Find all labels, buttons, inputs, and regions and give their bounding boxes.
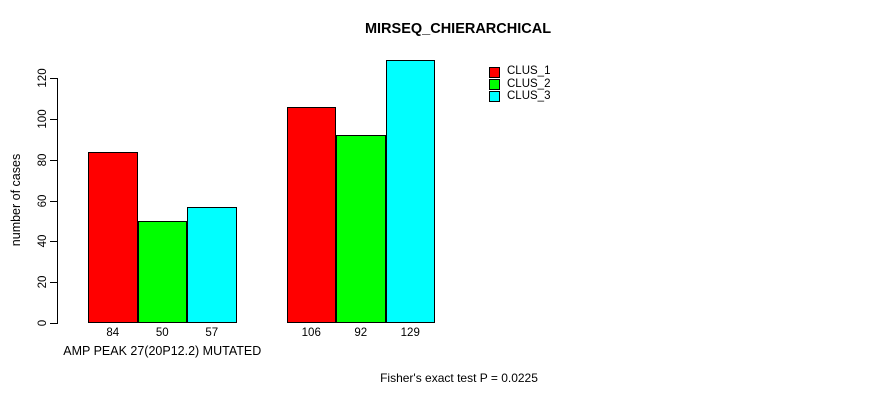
bar-value-label: 50: [155, 327, 169, 339]
legend-row-clus_2: CLUS_2: [489, 78, 550, 90]
legend-label: CLUS_3: [507, 90, 551, 103]
bar-value-label: 84: [106, 327, 120, 339]
legend-label: CLUS_1: [507, 65, 551, 78]
legend-row-clus_1: CLUS_1: [489, 66, 550, 78]
bar-value-label: 129: [400, 327, 420, 339]
chart-title: MIRSEQ_CHIERARCHICAL: [364, 21, 552, 37]
legend-swatch-clus_3: [489, 91, 500, 103]
y-tick-label: 0: [37, 319, 49, 327]
y-tick-label: 80: [37, 153, 49, 167]
y-tick-label: 20: [37, 275, 49, 289]
legend-swatch-clus_1: [489, 66, 500, 78]
fisher-test-annotation: Fisher's exact test P = 0.0225: [380, 371, 538, 385]
bar-clus_1-group1: [88, 151, 138, 323]
y-axis-tick: [50, 241, 57, 243]
bar-value-label: 106: [301, 327, 321, 339]
y-axis-tick: [50, 78, 57, 79]
y-tick-label: 120: [37, 68, 49, 88]
legend-row-clus_3: CLUS_3: [489, 91, 550, 103]
y-axis-tick: [50, 323, 57, 324]
y-axis-tick: [50, 282, 57, 284]
y-axis-tick: [50, 159, 57, 161]
bar-clus_1-group2: [286, 106, 336, 323]
legend-label: CLUS_2: [507, 77, 551, 90]
bar-value-label: 92: [354, 327, 368, 339]
x-category-label: AMP PEAK 27(20P12.2) MUTATED: [63, 344, 262, 358]
y-axis-line: [57, 78, 58, 324]
bar-clus_3-group2: [385, 59, 435, 323]
bar-clus_2-group1: [137, 220, 187, 323]
y-tick-label: 40: [37, 234, 49, 248]
y-tick-label: 60: [37, 194, 49, 207]
bar-clus_3-group1: [187, 206, 237, 323]
legend-swatch-clus_2: [489, 78, 500, 90]
y-axis-label: number of cases: [9, 153, 23, 247]
y-axis-tick: [50, 200, 57, 202]
y-axis-tick: [50, 118, 57, 120]
bar-clus_2-group2: [336, 135, 386, 323]
bar-value-label: 57: [205, 327, 219, 339]
y-tick-label: 100: [37, 109, 49, 129]
